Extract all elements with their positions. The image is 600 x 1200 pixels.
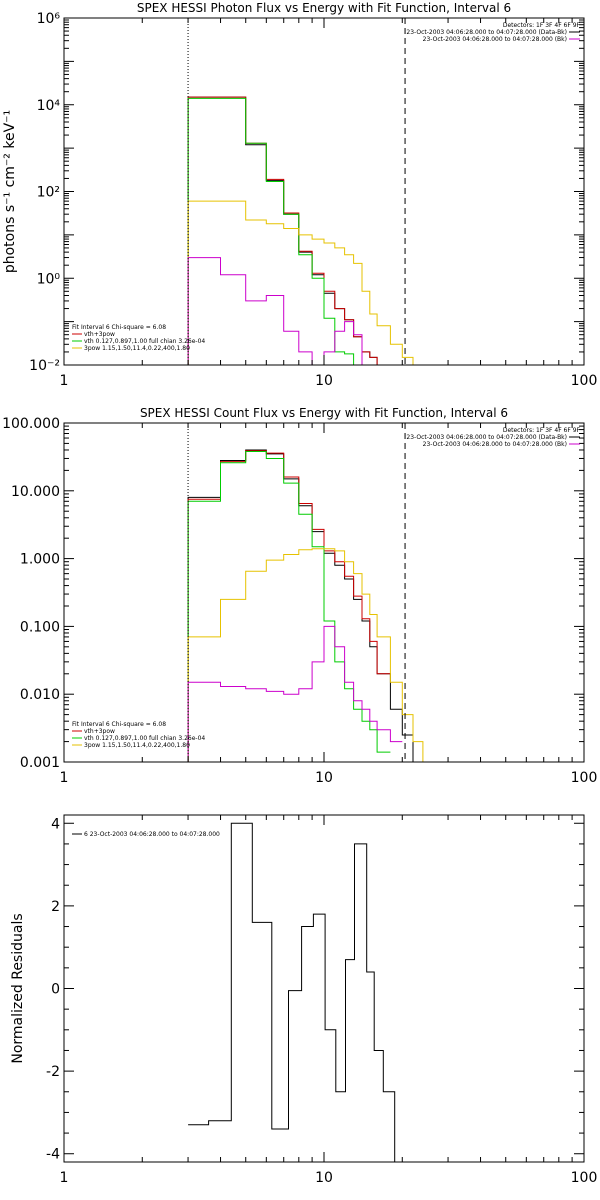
x-tick-label: 10 <box>315 373 333 389</box>
series-line-0 <box>188 822 404 1163</box>
fit-legend-header: Fit Interval 6 Chi-square = 6.08 <box>72 324 166 331</box>
legend-entry: vth+3pow <box>84 331 115 338</box>
y-tick-label: 4 <box>51 816 60 832</box>
y-axis-label: Normalized Residuals <box>10 913 26 1063</box>
y-tick-label: 100.000 <box>2 416 60 432</box>
legend-entry: 3pow 1.15,1.50,11.4,0.22,400,1.80 <box>84 345 190 352</box>
y-axis-label: photons s⁻¹ cm⁻² keV⁻¹ <box>2 110 18 273</box>
chart-title: SPEX HESSI Count Flux vs Energy with Fit… <box>140 406 508 420</box>
series-line-0 <box>187 96 413 366</box>
legend-entry: 3pow 1.15,1.50,11.4,0.22,400,1.80 <box>84 742 190 749</box>
plot-frame <box>63 814 585 1163</box>
y-tick-label: 0.100 <box>20 619 60 635</box>
legend-entry: 23-Oct-2003 04:06:28.000 to 04:07:28.000… <box>406 434 567 441</box>
y-tick-label: -2 <box>46 1064 60 1080</box>
series-line-4 <box>187 625 403 762</box>
panel-count: SPEX HESSI Count Flux vs Energy with Fit… <box>2 406 597 786</box>
series-line-0 <box>187 449 423 763</box>
x-tick-label: 1 <box>60 373 69 389</box>
y-tick-label: 1.000 <box>20 552 60 568</box>
series-group <box>187 96 432 366</box>
legend-entry: vth 0.127,0.897,1.00 full chian 3.26e-04 <box>84 338 205 345</box>
y-tick-label: 10⁻² <box>29 358 60 374</box>
x-tick-label: 1 <box>60 1170 69 1186</box>
legend-entry: vth+3pow <box>84 728 115 735</box>
legend-header: Detectors: 1F 3F 4F 6F 9F <box>503 22 581 29</box>
panel-photon: SPEX HESSI Photon Flux vs Energy with Fi… <box>2 1 597 389</box>
legend-entry: 6 23-Oct-2003 04:06:28.000 to 04:07:28.0… <box>84 831 220 838</box>
legend-entry: vth 0.127,0.897,1.00 full chian 3.26e-04 <box>84 735 205 742</box>
y-tick-label: 0.010 <box>20 687 60 703</box>
x-tick-label: 100 <box>571 770 598 786</box>
x-tick-label: 10 <box>315 1170 333 1186</box>
x-tick-label: 10 <box>315 770 333 786</box>
series-line-2 <box>187 97 391 366</box>
y-tick-label: 10⁴ <box>37 98 61 114</box>
y-tick-label: 10⁶ <box>37 11 61 27</box>
series-line-1 <box>187 96 423 366</box>
y-tick-label: 10² <box>37 185 60 201</box>
y-tick-label: 0 <box>51 982 60 998</box>
legend-entry: 23-Oct-2003 04:06:28.000 to 04:07:28.000… <box>406 29 567 36</box>
series-line-3 <box>187 200 432 366</box>
series-line-2 <box>187 451 391 762</box>
y-tick-label: 10⁰ <box>37 271 61 287</box>
x-tick-label: 1 <box>60 770 69 786</box>
series-line-4 <box>187 257 413 366</box>
y-tick-label: 0.001 <box>20 755 60 771</box>
legend-entry: 23-Oct-2003 04:06:28.000 to 04:07:28.000… <box>423 36 567 43</box>
chart-title: SPEX HESSI Photon Flux vs Energy with Fi… <box>137 1 511 15</box>
series-line-3 <box>187 548 432 763</box>
y-tick-label: 10.000 <box>11 484 60 500</box>
x-tick-label: 100 <box>571 1170 598 1186</box>
legend-header: Detectors: 1F 3F 4F 6F 9F <box>503 427 581 434</box>
x-tick-label: 100 <box>571 373 598 389</box>
fit-legend-header: Fit Interval 6 Chi-square = 6.08 <box>72 721 166 728</box>
panel-residuals: 1 10 100 -4 -2 0 2 4 Normalized Residuals 6 23-Oc… <box>10 814 598 1186</box>
legend-entry: 23-Oct-2003 04:06:28.000 to 04:07:28.000… <box>423 441 567 448</box>
y-tick-label: 2 <box>51 899 60 915</box>
series-group <box>188 822 404 1163</box>
y-tick-label: -4 <box>46 1147 60 1163</box>
series-group <box>187 449 432 763</box>
